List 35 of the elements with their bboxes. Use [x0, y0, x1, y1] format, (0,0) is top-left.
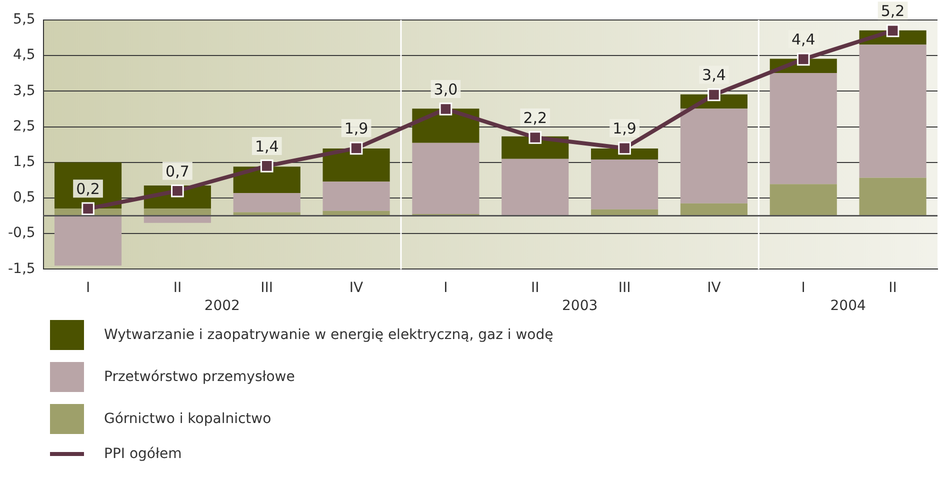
- x-tick-label: IV: [707, 280, 722, 296]
- data-label: 3,4: [702, 66, 726, 84]
- y-tick-label: 1,5: [13, 154, 36, 170]
- data-label: 1,9: [344, 120, 368, 138]
- y-tick-label: 4,5: [13, 47, 36, 64]
- x-tick-label: I: [86, 280, 90, 296]
- data-label: 0,2: [76, 180, 100, 198]
- legend-label: Wytwarzanie i zaopatrywanie w energię elektryczną, gaz i wodę: [104, 327, 554, 343]
- x-tick-label: III: [260, 280, 274, 296]
- text: 2004: [830, 298, 866, 314]
- data-label: 5,2: [880, 2, 905, 20]
- legend-label: Górnictwo i kopalnictwo: [104, 411, 272, 427]
- y-tick-label: -0,5: [8, 225, 36, 242]
- data-label: 1,9: [612, 120, 636, 138]
- data-label: 2,2: [523, 108, 548, 127]
- text: 2002: [204, 298, 240, 314]
- y-tick-label: 0,5: [13, 190, 36, 206]
- legend-label: Przetwórstwo przemysłowe: [104, 369, 295, 385]
- data-label: 1,4: [254, 137, 279, 156]
- data-label: 3,0: [434, 80, 458, 98]
- x-tick-label: II: [530, 280, 540, 296]
- x-tick-label: II: [888, 280, 897, 296]
- x-tick-label: I: [801, 280, 806, 296]
- y-tick-label: 3,5: [13, 82, 36, 99]
- x-tick-label: II: [173, 280, 182, 296]
- x-tick-label: III: [618, 280, 631, 296]
- text: 2003: [562, 298, 598, 314]
- legend-label: PPI ogółem: [104, 446, 182, 462]
- x-tick-label: I: [444, 280, 448, 296]
- y-tick-label: 2,5: [13, 118, 36, 134]
- data-label: 4,4: [791, 30, 816, 49]
- data-label: 0,7: [166, 162, 190, 180]
- y-tick-label: 5,5: [13, 12, 36, 28]
- x-tick-label: IV: [349, 280, 364, 296]
- y-tick-label: -1,5: [8, 260, 36, 277]
